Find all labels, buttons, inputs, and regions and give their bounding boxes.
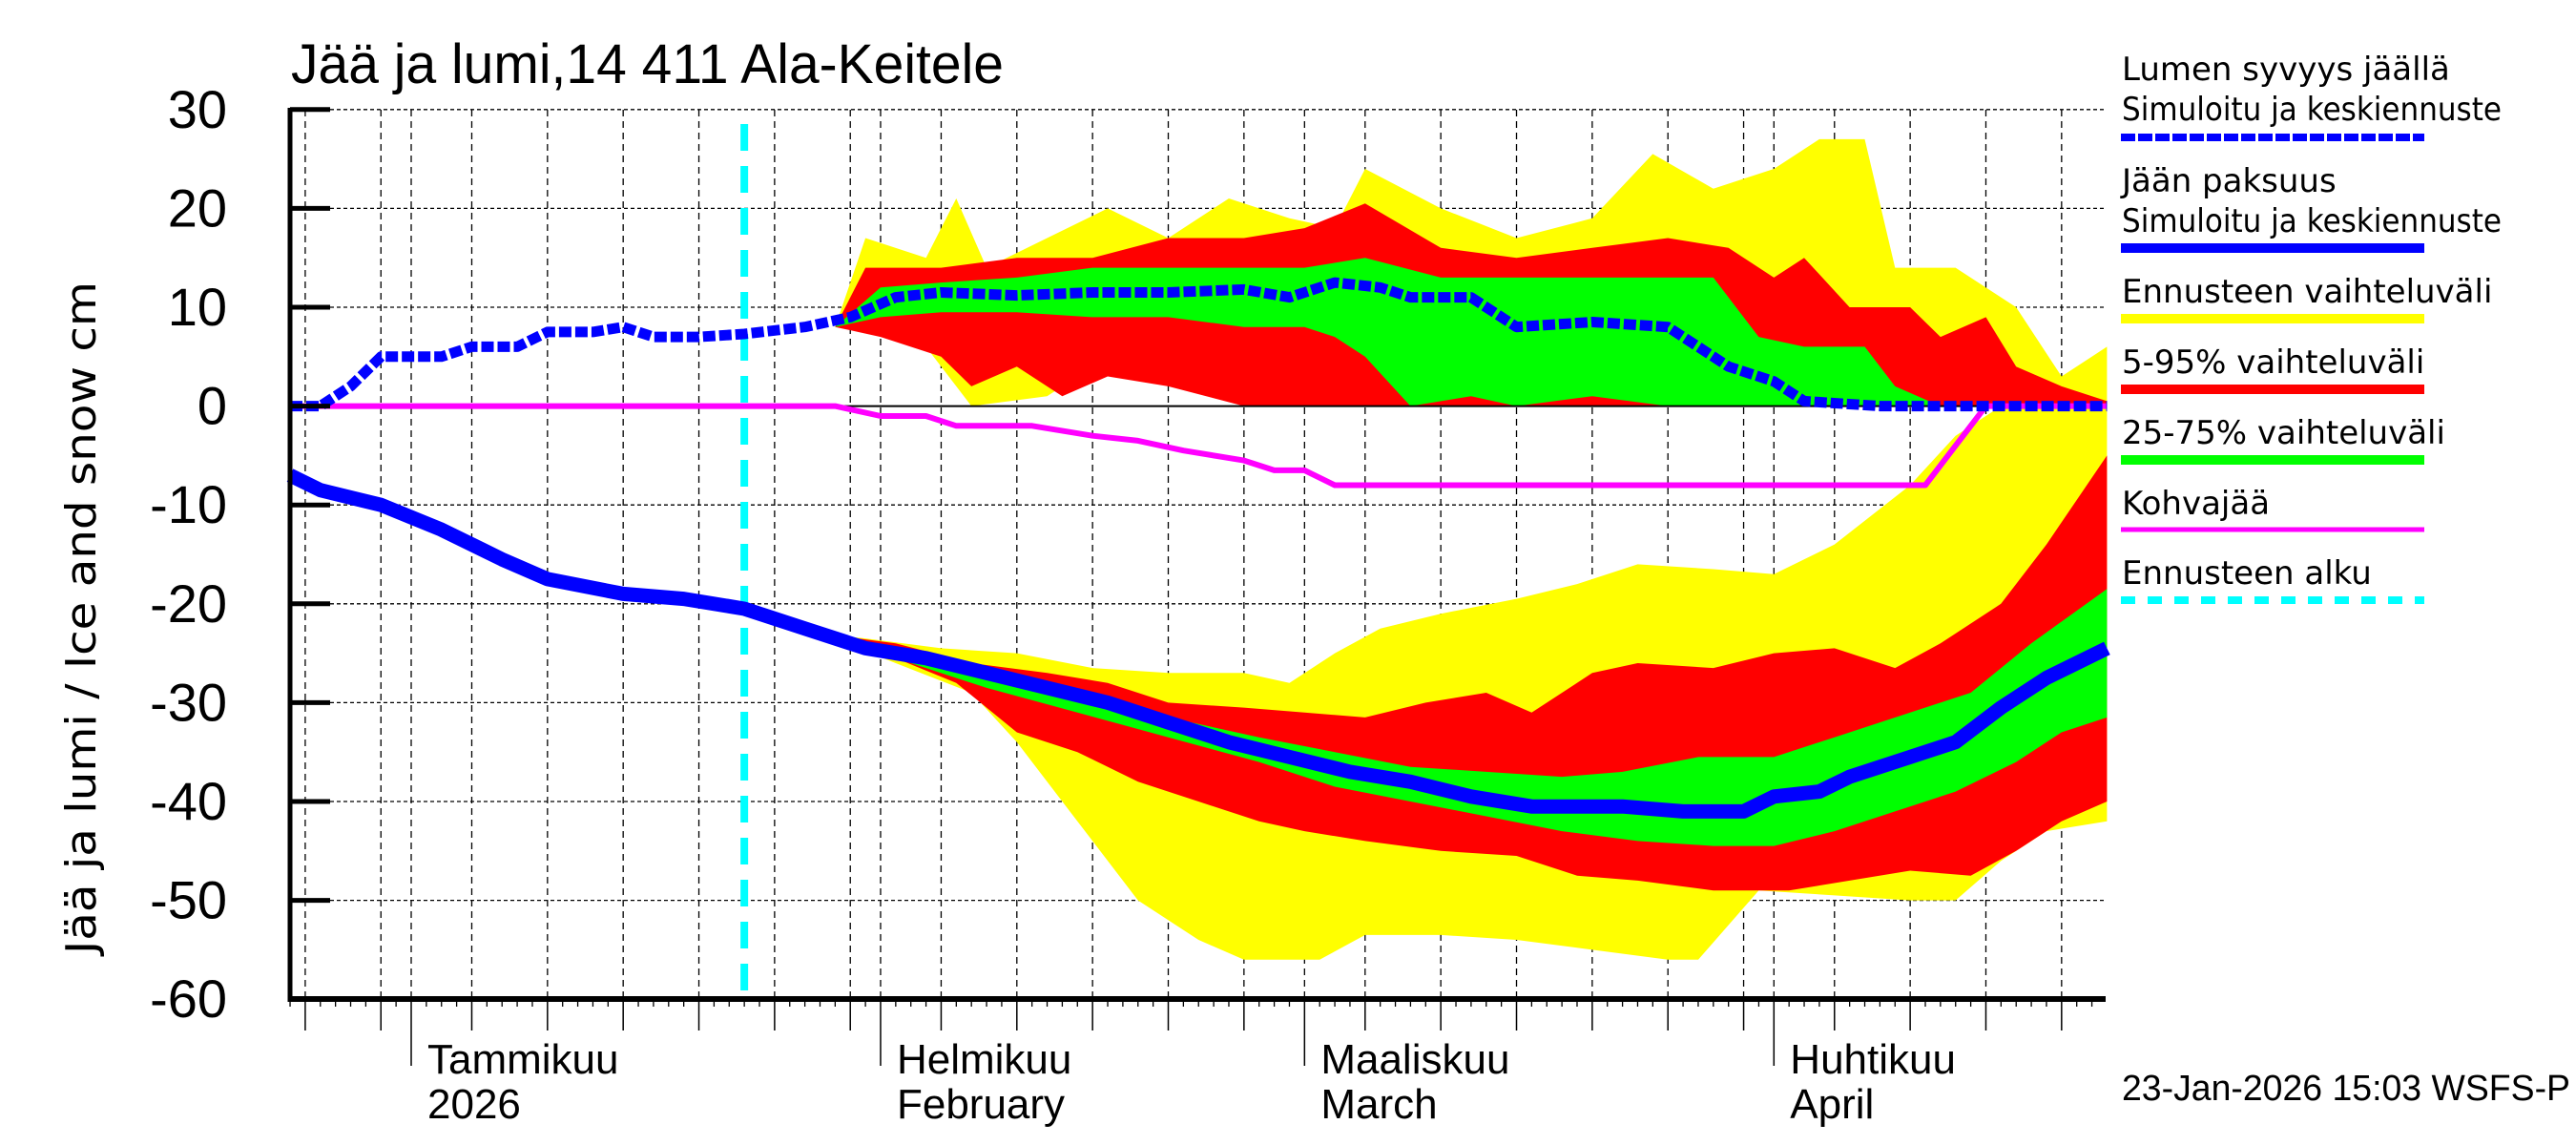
y-tick-label: -40 <box>150 771 227 831</box>
y-tick-label: -10 <box>150 474 227 534</box>
y-tick-label: 30 <box>168 79 227 139</box>
legend-label: 25-75% vaihteluväli <box>2122 414 2445 452</box>
slush-ice-line <box>290 403 2108 489</box>
legend-label: Jään paksuus <box>2120 162 2337 200</box>
forecast-bands <box>820 138 2108 960</box>
x-month-sublabel: February <box>897 1081 1065 1128</box>
y-tick-label: -60 <box>150 968 227 1029</box>
x-month-label: Huhtikuu <box>1790 1036 1956 1083</box>
y-tick-label: 0 <box>197 376 227 436</box>
y-tick-label: -50 <box>150 870 227 930</box>
legend-label: Lumen syvyys jäällä <box>2122 51 2450 89</box>
timestamp: 23-Jan-2026 15:03 WSFS-P <box>2122 1069 2570 1109</box>
x-month-sublabel: April <box>1790 1081 1874 1128</box>
x-month-sublabel: 2026 <box>427 1081 521 1128</box>
x-month-label: Helmikuu <box>897 1036 1071 1083</box>
y-axis-label: Jää ja lumi / Ice and snow cm <box>57 281 106 957</box>
legend-label: 5-95% vaihteluväli <box>2122 344 2424 382</box>
ice-thickness-line <box>286 468 2110 819</box>
y-tick-label: -30 <box>150 672 227 732</box>
snow-depth-line <box>290 277 2108 412</box>
legend-label: Kohvajää <box>2122 485 2270 523</box>
x-month-label: Tammikuu <box>427 1036 619 1083</box>
legend-sublabel: Simuloitu ja keskiennuste <box>2122 91 2502 129</box>
ice-band-25-75 <box>820 589 2108 846</box>
legend-sublabel: Simuloitu ja keskiennuste <box>2122 202 2502 240</box>
x-month-label: Maaliskuu <box>1320 1036 1509 1083</box>
y-tick-label: -20 <box>150 573 227 634</box>
chart-title: Jää ja lumi,14 411 Ala-Keitele <box>291 33 1004 95</box>
series-lines <box>286 124 2110 999</box>
y-tick-label: 20 <box>168 177 227 238</box>
legend-label: Ennusteen alku <box>2122 554 2372 593</box>
y-tick-label: 10 <box>168 277 227 337</box>
x-month-sublabel: March <box>1320 1081 1437 1128</box>
legend-label: Ennusteen vaihteluväli <box>2122 273 2492 311</box>
